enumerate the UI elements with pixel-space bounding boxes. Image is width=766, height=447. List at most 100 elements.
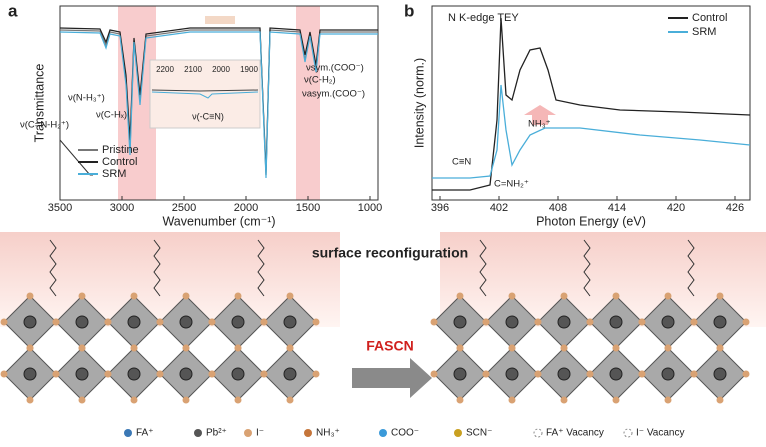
- legend-label: NH₃⁺: [316, 428, 340, 439]
- inset-tick-label: 2200: [156, 65, 174, 74]
- i-atom: [130, 292, 138, 300]
- arrow: [524, 105, 556, 125]
- chain: [479, 239, 487, 297]
- i-atom: [208, 370, 216, 378]
- pb-atom: [661, 367, 675, 381]
- i-atom: [560, 344, 568, 352]
- i-atom: [482, 370, 490, 378]
- pb-atom: [453, 367, 467, 381]
- i-atom: [664, 396, 672, 404]
- pb-atom: [283, 367, 297, 381]
- pb-atom: [127, 315, 141, 329]
- curve-control: [59, 27, 378, 176]
- i-atom: [508, 292, 516, 300]
- legend-label: I⁻ Vacancy: [636, 428, 684, 439]
- chain: [153, 239, 161, 297]
- pb-atom: [23, 315, 37, 329]
- i-atom: [638, 318, 646, 326]
- pb-atom: [505, 315, 519, 329]
- legend-label: FA⁺: [136, 428, 154, 439]
- pb-atom: [713, 367, 727, 381]
- legend-label: I⁻: [256, 428, 264, 439]
- pb-atom: [231, 315, 245, 329]
- y-axis-label: Intensity (norm.): [412, 58, 426, 148]
- i-atom: [156, 370, 164, 378]
- inset-curve: [151, 91, 259, 99]
- i-atom: [742, 318, 750, 326]
- i-atom: [690, 370, 698, 378]
- i-atom: [234, 344, 242, 352]
- annotation: NH₃⁺: [528, 119, 551, 130]
- i-atom: [534, 370, 542, 378]
- process-text: surface reconfiguration: [312, 245, 468, 261]
- pb-atom: [713, 315, 727, 329]
- i-atom: [286, 292, 294, 300]
- annotation: ν(N-H₃⁺): [68, 93, 105, 104]
- i-atom: [742, 370, 750, 378]
- i-atom: [260, 370, 268, 378]
- i-atom: [716, 292, 724, 300]
- i-atom: [534, 318, 542, 326]
- i-atom: [52, 318, 60, 326]
- x-tick-label: 1000: [358, 202, 382, 214]
- x-axis-label: Photon Energy (eV): [536, 214, 646, 228]
- pb-atom: [609, 315, 623, 329]
- i-atom: [208, 318, 216, 326]
- x-axis-label: Wavenumber (cm⁻¹): [162, 214, 275, 228]
- i-atom: [260, 318, 268, 326]
- curve-srm: [432, 84, 751, 179]
- i-atom: [482, 318, 490, 326]
- inset-annotation: ν(-C≡N): [192, 111, 224, 121]
- pb-atom: [179, 315, 193, 329]
- i-atom: [716, 396, 724, 404]
- legend-icon: [533, 428, 543, 438]
- i-atom: [508, 344, 516, 352]
- i-atom: [26, 292, 34, 300]
- plot-title: N K-edge TEY: [448, 12, 519, 24]
- chain: [257, 239, 265, 297]
- x-tick-label: 1500: [296, 202, 320, 214]
- i-atom: [78, 396, 86, 404]
- i-atom: [664, 344, 672, 352]
- i-atom: [26, 344, 34, 352]
- chain: [49, 239, 57, 297]
- i-atom: [78, 292, 86, 300]
- curve-control: [432, 17, 751, 191]
- pb-atom: [557, 315, 571, 329]
- i-atom: [0, 370, 8, 378]
- legend-icon: [379, 429, 387, 437]
- pb-atom: [661, 315, 675, 329]
- x-tick-label: 414: [608, 202, 626, 214]
- i-atom: [130, 344, 138, 352]
- inset-tick-label: 2000: [212, 65, 230, 74]
- inset-marker: [205, 16, 235, 24]
- x-tick-label: 426: [726, 202, 744, 214]
- legend-icon: [304, 429, 312, 437]
- i-atom: [156, 318, 164, 326]
- legend-label: Pristine: [102, 144, 139, 156]
- i-atom: [456, 292, 464, 300]
- i-atom: [716, 344, 724, 352]
- legend-icon: [244, 429, 252, 437]
- i-atom: [234, 396, 242, 404]
- chain: [583, 239, 591, 297]
- x-tick-label: 2500: [172, 202, 196, 214]
- i-atom: [312, 370, 320, 378]
- i-atom: [286, 344, 294, 352]
- i-atom: [0, 318, 8, 326]
- i-atom: [456, 344, 464, 352]
- pb-atom: [231, 367, 245, 381]
- i-atom: [104, 318, 112, 326]
- annotation: ν(C-Hₓ): [96, 110, 127, 121]
- legend-line: [59, 139, 93, 176]
- legend-label: FA⁺ Vacancy: [546, 428, 604, 439]
- i-atom: [26, 396, 34, 404]
- legend-label: SRM: [692, 26, 716, 38]
- i-atom: [612, 344, 620, 352]
- pb-atom: [609, 367, 623, 381]
- pb-atom: [505, 367, 519, 381]
- pb-atom: [127, 367, 141, 381]
- i-atom: [612, 396, 620, 404]
- pb-atom: [283, 315, 297, 329]
- inset: [149, 59, 261, 129]
